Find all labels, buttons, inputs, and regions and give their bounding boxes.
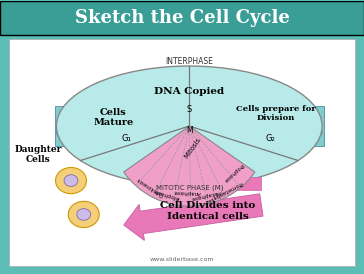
Ellipse shape <box>68 201 99 227</box>
Text: Prophase: Prophase <box>222 162 244 183</box>
Text: Cytokinesis: Cytokinesis <box>136 176 165 197</box>
Ellipse shape <box>55 167 87 194</box>
Text: S: S <box>187 105 192 114</box>
Text: MITOTIC PHASE (M): MITOTIC PHASE (M) <box>155 185 223 192</box>
Text: Mitosis: Mitosis <box>183 136 202 159</box>
Text: www.sliderbase.com: www.sliderbase.com <box>150 257 214 262</box>
FancyBboxPatch shape <box>9 39 355 266</box>
Text: Prometaphase: Prometaphase <box>205 180 243 203</box>
FancyBboxPatch shape <box>0 1 364 35</box>
Text: G₁: G₁ <box>122 134 131 143</box>
FancyArrow shape <box>124 194 263 240</box>
FancyBboxPatch shape <box>310 106 324 146</box>
Ellipse shape <box>77 209 91 220</box>
Text: G₂: G₂ <box>266 134 276 143</box>
Text: INTERPHASE: INTERPHASE <box>165 57 213 66</box>
Text: Cell Divides into
Identical cells: Cell Divides into Identical cells <box>160 201 255 221</box>
Text: Cells prepare for
Division: Cells prepare for Division <box>236 105 316 122</box>
Ellipse shape <box>64 175 78 186</box>
Text: Metaphase: Metaphase <box>190 189 221 200</box>
Wedge shape <box>124 126 255 206</box>
Text: Telophase: Telophase <box>154 188 182 201</box>
Text: M: M <box>186 126 193 135</box>
Text: Cells
Mature: Cells Mature <box>93 108 133 127</box>
Text: Daughter
Cells: Daughter Cells <box>15 145 62 164</box>
Text: Anaphase: Anaphase <box>173 189 201 195</box>
FancyArrow shape <box>183 177 261 190</box>
Text: Sketch the Cell Cycle: Sketch the Cell Cycle <box>75 8 289 27</box>
Text: DNA Copied: DNA Copied <box>154 87 224 96</box>
Ellipse shape <box>56 114 322 151</box>
Ellipse shape <box>56 66 322 186</box>
FancyBboxPatch shape <box>55 106 69 146</box>
